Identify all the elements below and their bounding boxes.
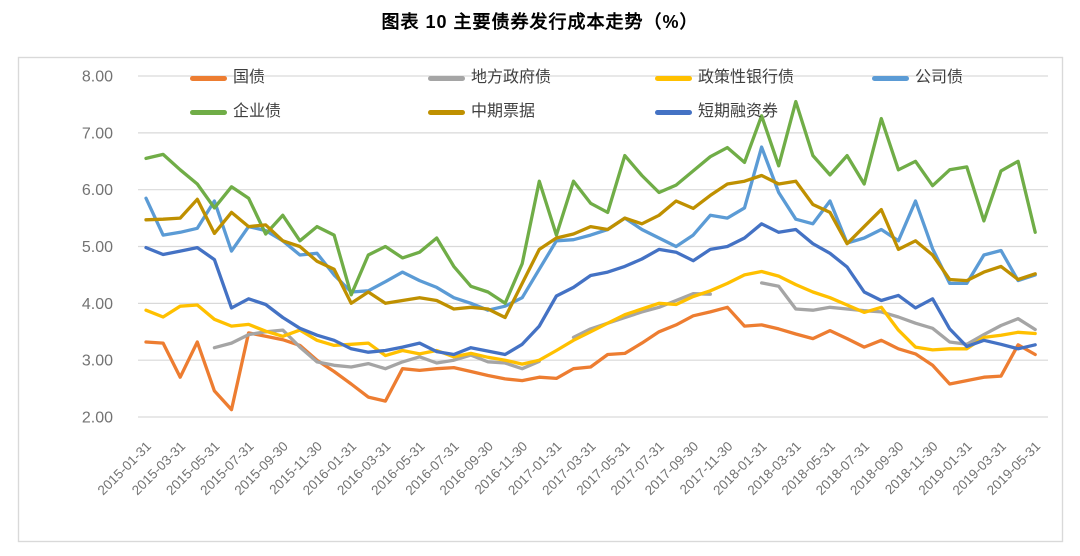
legend-swatch-短期融资券 xyxy=(655,109,692,115)
legend-label: 短期融资券 xyxy=(698,103,779,120)
legend-label: 公司债 xyxy=(915,69,964,86)
y-axis-label: 5.00 xyxy=(82,239,113,256)
legend-item-中期票据: 中期票据 xyxy=(428,102,535,122)
legend-item-国债: 国债 xyxy=(190,68,265,88)
legend-label: 政策性银行债 xyxy=(698,69,795,86)
legend-item-公司债: 公司债 xyxy=(872,68,963,88)
chart-frame xyxy=(17,56,1064,543)
y-axis-label: 8.00 xyxy=(82,69,113,86)
series-line-短期融资券 xyxy=(144,222,1037,357)
legend-swatch-公司债 xyxy=(872,75,909,81)
y-axis-label: 3.00 xyxy=(82,353,113,370)
legend-item-企业债: 企业债 xyxy=(190,102,281,122)
legend-swatch-国债 xyxy=(190,75,227,81)
series-line-国债 xyxy=(144,305,1037,412)
series-line-公司债 xyxy=(144,145,1037,312)
series-line-地方政府债 xyxy=(212,281,1037,371)
legend-swatch-政策性银行债 xyxy=(655,75,692,81)
legend-label: 国债 xyxy=(233,69,266,86)
y-axis-label: 7.00 xyxy=(82,125,113,142)
legend-label: 企业债 xyxy=(233,103,282,120)
legend-label: 地方政府债 xyxy=(471,69,552,86)
legend-swatch-中期票据 xyxy=(428,109,465,115)
legend-item-政策性银行债: 政策性银行债 xyxy=(655,68,794,88)
series-line-政策性银行债 xyxy=(144,269,1037,366)
legend-item-短期融资券: 短期融资券 xyxy=(655,102,778,122)
legend-swatch-企业债 xyxy=(190,109,227,115)
y-axis-label: 4.00 xyxy=(82,296,113,313)
legend-swatch-地方政府债 xyxy=(428,75,465,81)
y-axis-label: 6.00 xyxy=(82,182,113,199)
legend-label: 中期票据 xyxy=(471,103,536,120)
series-line-中期票据 xyxy=(144,173,1037,320)
chart-title: 图表 10 主要债券发行成本走势（%） xyxy=(381,12,699,32)
legend-item-地方政府债: 地方政府债 xyxy=(428,68,551,88)
series-line-企业债 xyxy=(144,99,1037,305)
y-axis-label: 2.00 xyxy=(82,410,113,427)
